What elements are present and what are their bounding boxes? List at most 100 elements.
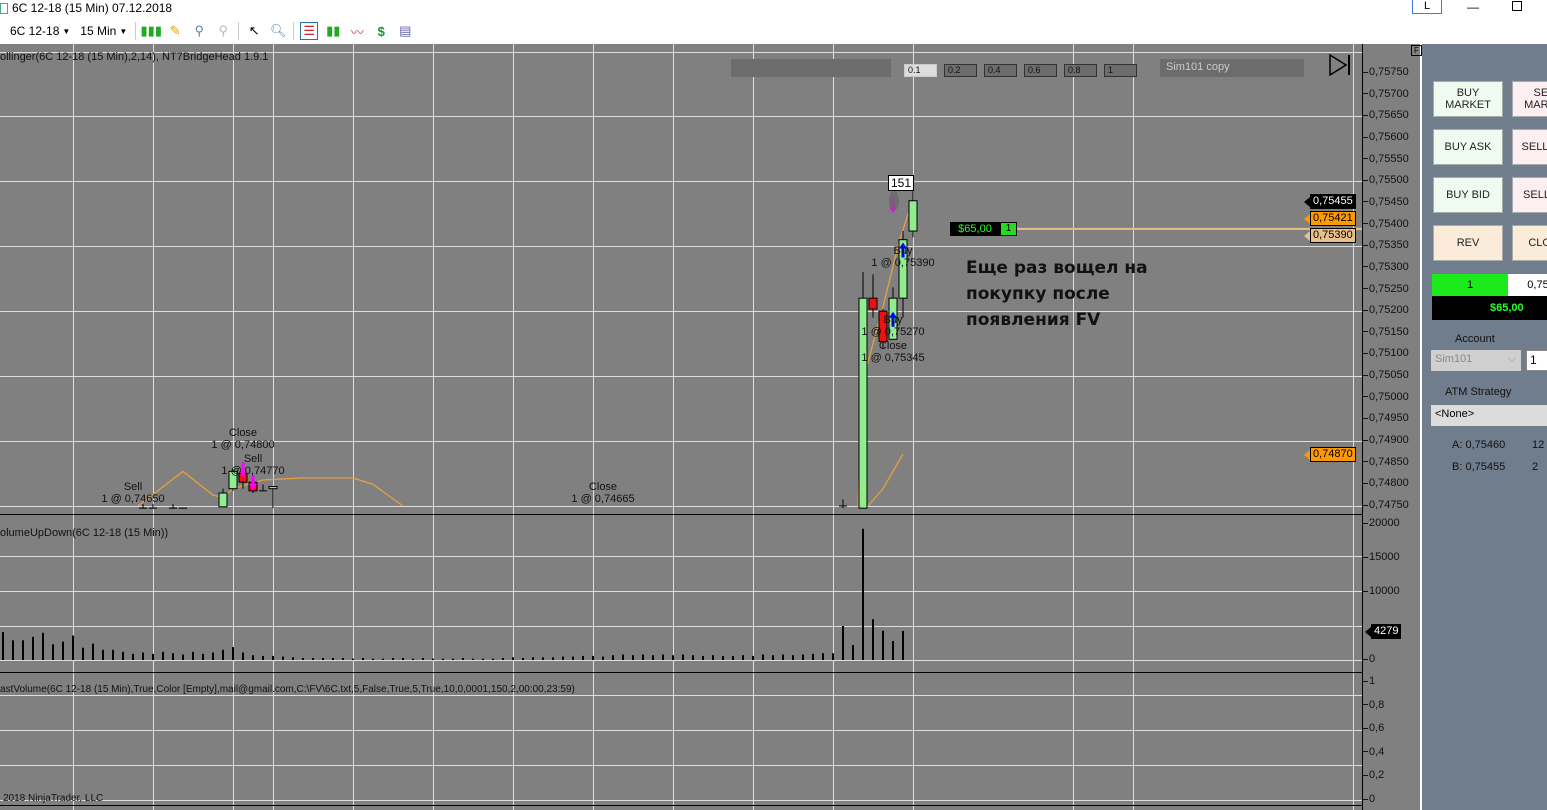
chart-trader-icon[interactable]: ☰ bbox=[300, 22, 319, 40]
layout-button[interactable]: L bbox=[1412, 0, 1442, 14]
chevron-down-icon: ▼ bbox=[119, 26, 128, 36]
grid-line-vertical bbox=[353, 44, 354, 810]
title-bar: 6C 12-18 (15 Min) 07.12.2018 L — bbox=[0, 0, 1547, 18]
grid-line-horizontal bbox=[0, 116, 1362, 117]
candlestick-style-icon[interactable]: ▮▮▮ bbox=[140, 23, 162, 38]
trade-fill: 1 @ 0,74770 bbox=[221, 464, 285, 477]
grid-line-horizontal bbox=[0, 800, 1362, 801]
axis-tick-label: 0,75200 bbox=[1369, 304, 1409, 317]
fast-pane-label: astVolume(6C 12-18 (15 Min),True,Color [… bbox=[0, 684, 575, 695]
account-label: Account bbox=[1455, 333, 1495, 345]
magnifier-icon[interactable]: 🔍︎ bbox=[269, 23, 287, 38]
axis-tick-label: 0,75050 bbox=[1369, 369, 1409, 382]
axis-tick-label: 0,74800 bbox=[1369, 477, 1409, 490]
grid-line-horizontal bbox=[0, 246, 1362, 247]
chart-trader-panel: BUY MARKET SELL MARKET BUY ASK SELL ASK BUY … bbox=[1422, 44, 1547, 810]
axis-tick-label: 15000 bbox=[1369, 551, 1400, 563]
price-tag: 0,75421 bbox=[1304, 210, 1356, 226]
bollinger-line bbox=[137, 470, 404, 507]
overlay-account[interactable]: Sim101 copy bbox=[1160, 59, 1304, 77]
axis-tick-label: 0,75650 bbox=[1369, 109, 1409, 122]
cursor-icon[interactable]: ↖ bbox=[248, 23, 260, 38]
toolbar: 6C 12-18 ▼ 15 Min ▼ ▮▮▮ ✎ ⚲ ⚲ ↖ 🔍︎ ☰ ▮▮ 〰 … bbox=[0, 18, 1547, 44]
buy-bid-button[interactable]: BUY BID bbox=[1433, 177, 1503, 213]
atm-strategy-select[interactable]: <None> bbox=[1431, 405, 1547, 426]
separator bbox=[135, 22, 137, 40]
sell-ask-button[interactable]: SELL ASK bbox=[1512, 129, 1547, 165]
candle-body bbox=[868, 297, 878, 310]
bar-count-label: 151 bbox=[888, 175, 915, 191]
grid-line-vertical bbox=[513, 44, 514, 810]
grid-line-horizontal bbox=[0, 765, 1362, 766]
axis-tick-label: 0,75500 bbox=[1369, 174, 1409, 187]
indicators-icon[interactable]: 〰 bbox=[350, 24, 364, 40]
price-tag: 0,74870 bbox=[1304, 447, 1356, 463]
trade-fill: 1 @ 0,75390 bbox=[871, 257, 935, 270]
zoom-in-icon[interactable]: ⚲ bbox=[194, 23, 205, 38]
trade-label: Buy 1 @ 0,75270 bbox=[861, 314, 924, 338]
size-button-0.4[interactable]: 0.4 bbox=[984, 64, 1017, 77]
atm-strategy-label: ATM Strategy bbox=[1445, 386, 1512, 398]
skip-to-end-icon[interactable] bbox=[1328, 54, 1352, 76]
grid-line-horizontal bbox=[0, 626, 1362, 627]
minimize-icon[interactable]: — bbox=[1467, 0, 1479, 14]
ask-size: 12 bbox=[1532, 439, 1545, 451]
position-qty-label[interactable]: 1 bbox=[1000, 222, 1017, 236]
trade-fill: 1 @ 0,74650 bbox=[101, 493, 165, 505]
candle-body bbox=[218, 492, 228, 508]
trade-label: Close 1 @ 0,74665 bbox=[571, 481, 634, 505]
trade-fill: 1 @ 0,75270 bbox=[861, 326, 925, 339]
sell-market-button[interactable]: SELL MARKET bbox=[1512, 81, 1547, 117]
interval-value: 15 Min bbox=[80, 24, 117, 38]
candle-body bbox=[878, 310, 888, 342]
trade-label: Close 1 @ 0,75345 bbox=[861, 340, 924, 364]
bollinger-line bbox=[867, 453, 904, 507]
chart-area[interactable]: ollinger(6C 12-18 (15 Min),2,14), NT7Bri… bbox=[0, 44, 1362, 810]
axis-tick-label: 0,75550 bbox=[1369, 152, 1409, 165]
restore-icon[interactable] bbox=[1512, 1, 1522, 11]
trade-label: Sell 1 @ 0,74770 bbox=[221, 453, 284, 477]
trade-arrow-down-icon bbox=[249, 475, 257, 491]
axis-tick-label: 0,75400 bbox=[1369, 217, 1409, 230]
size-button-0.6[interactable]: 0.6 bbox=[1024, 64, 1057, 77]
axis-tick-label: 0,75000 bbox=[1369, 390, 1409, 403]
pane-separator bbox=[0, 514, 1362, 515]
bar-style-icon[interactable]: ▮▮ bbox=[326, 23, 341, 38]
price-axis[interactable]: F 0,75750 0,75700 0,75650 0,75600 0,75550 0,7… bbox=[1362, 44, 1422, 810]
app-icon bbox=[0, 3, 8, 14]
grid-line-horizontal bbox=[0, 376, 1362, 377]
chevron-down-icon: ⌵ bbox=[1507, 353, 1516, 365]
axis-tick-label: 0,75100 bbox=[1369, 347, 1409, 360]
trade-action: Close bbox=[878, 340, 908, 353]
properties-icon[interactable]: ▤ bbox=[399, 23, 412, 38]
copyright: 2018 NinjaTrader, LLC bbox=[3, 793, 104, 804]
buy-market-button[interactable]: BUY MARKET bbox=[1433, 81, 1503, 117]
pencil-draw-icon[interactable]: ✎ bbox=[169, 23, 181, 38]
strategy-dollar-icon[interactable]: $ bbox=[377, 23, 385, 39]
note-line: Еще раз вощел на bbox=[966, 258, 1148, 278]
trade-action: Buy bbox=[883, 314, 903, 327]
axis-tick-label: 1 bbox=[1369, 675, 1376, 687]
sell-bid-button[interactable]: SELL BID bbox=[1512, 177, 1547, 213]
quantity-input[interactable]: 1 bbox=[1526, 350, 1547, 371]
candle-body bbox=[898, 239, 908, 299]
grid-line-horizontal bbox=[0, 52, 1362, 53]
instrument-selector[interactable]: 6C 12-18 ▼ bbox=[8, 21, 72, 41]
size-button-0.1[interactable]: 0.1 bbox=[904, 64, 937, 77]
account-select[interactable]: Sim101 ⌵ bbox=[1431, 350, 1521, 371]
rev-button[interactable]: REV bbox=[1433, 225, 1503, 261]
close-button[interactable]: CLOSE bbox=[1512, 225, 1547, 261]
size-button-1[interactable]: 1 bbox=[1104, 64, 1137, 77]
axis-tick-label: 0,75450 bbox=[1369, 195, 1409, 208]
size-button-0.8[interactable]: 0.8 bbox=[1064, 64, 1097, 77]
zoom-out-icon[interactable]: ⚲ bbox=[218, 23, 229, 38]
interval-selector[interactable]: 15 Min ▼ bbox=[78, 21, 129, 41]
buy-ask-button[interactable]: BUY ASK bbox=[1433, 129, 1503, 165]
axis-tick-label: 0,6 bbox=[1369, 722, 1385, 735]
size-button-0.2[interactable]: 0.2 bbox=[944, 64, 977, 77]
grid-line-horizontal bbox=[0, 181, 1362, 182]
f-button[interactable]: F bbox=[1411, 45, 1422, 56]
grid-line-horizontal bbox=[0, 311, 1362, 312]
instrument-value: 6C 12-18 bbox=[10, 24, 60, 38]
grid-line-horizontal bbox=[0, 556, 1362, 557]
